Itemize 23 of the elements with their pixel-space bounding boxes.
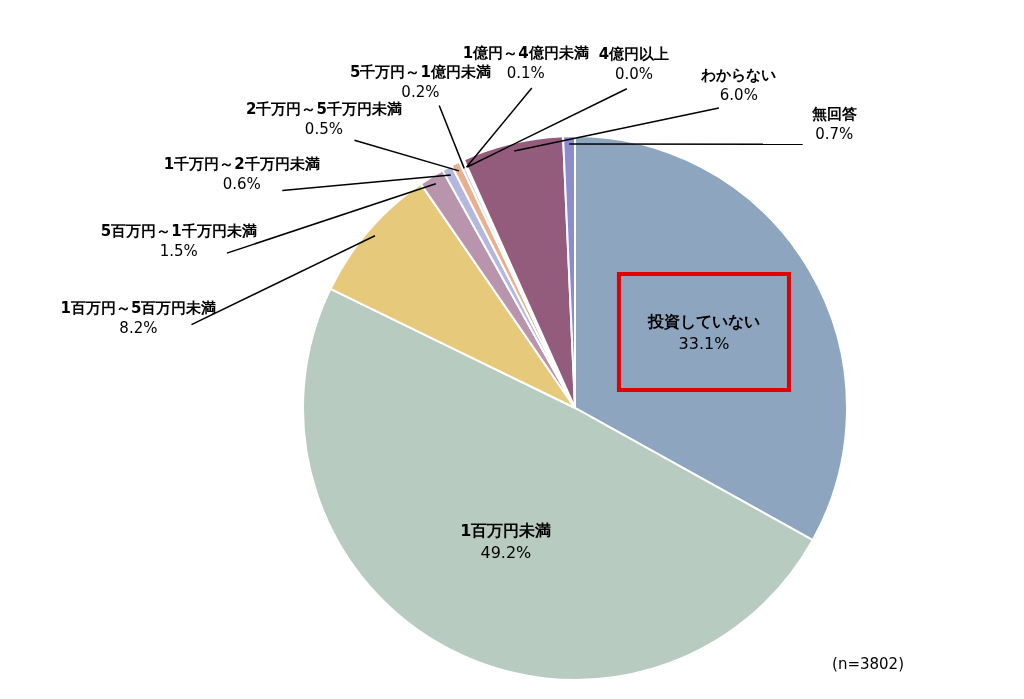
category-label: 4億円以上 bbox=[598, 44, 670, 63]
data-label: 33.1% bbox=[678, 334, 730, 354]
text: 0.0% bbox=[614, 64, 654, 83]
slice-label: わからない bbox=[700, 65, 777, 84]
data-label: 0.5% bbox=[304, 120, 343, 139]
slice-label: 1千万円～2千万円未満 bbox=[163, 154, 320, 173]
slice-label: 2千万円～5千万円未満 bbox=[245, 100, 402, 119]
slice-label: 1億円～4億円未満 bbox=[462, 44, 589, 63]
data-label: 49.2% bbox=[480, 542, 532, 562]
slice-label: 5千万円～1億円未満 bbox=[349, 62, 491, 81]
data-label: 0.6% bbox=[222, 174, 261, 193]
data-label: 0.2% bbox=[401, 82, 440, 101]
text: (n=3802) bbox=[832, 655, 904, 673]
data-label: 6.0% bbox=[719, 85, 758, 104]
data-label: 0.7% bbox=[815, 124, 854, 143]
data-label: 1.5% bbox=[159, 242, 198, 261]
data-label: 0.1% bbox=[506, 64, 545, 83]
slice-label: 無回答 bbox=[810, 104, 857, 123]
slice-label: 投資していない bbox=[646, 312, 760, 332]
slice-label: 1百万円～5百万円未満 bbox=[60, 299, 217, 318]
slice-label: 1百万円未満 bbox=[460, 520, 552, 540]
data-label: 8.2% bbox=[119, 319, 158, 338]
slice-label: 5百万円～1千万円未満 bbox=[100, 222, 257, 241]
